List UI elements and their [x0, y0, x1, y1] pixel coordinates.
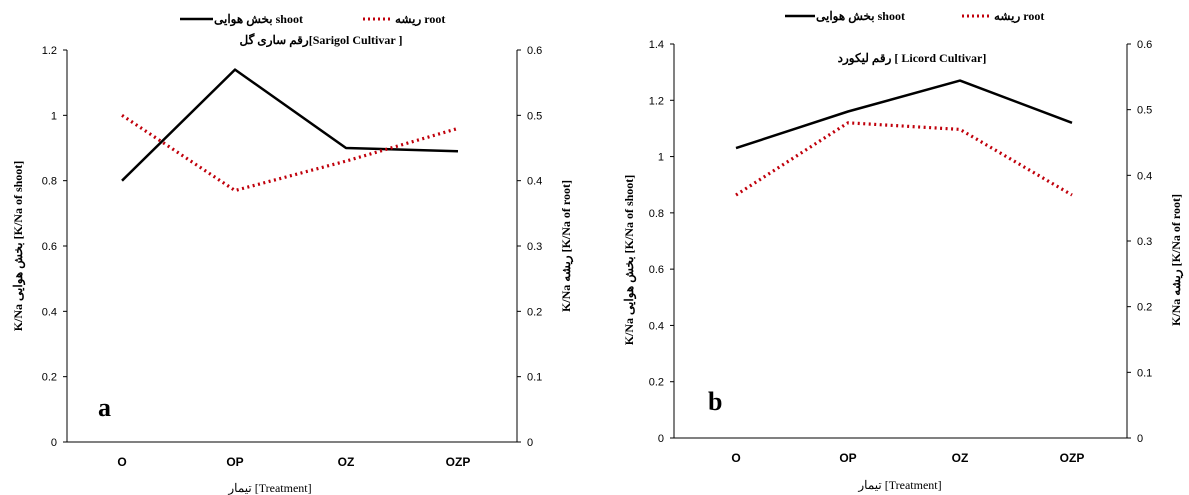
y-left-ticks: 0 0.2 0.4 0.6 0.8 1 1.2	[42, 45, 67, 449]
y-left-tick-label: 0.4	[649, 320, 664, 332]
y-left-tick-label: 1.4	[649, 39, 664, 51]
x-axis-label: تیمار [Treatment]	[857, 478, 941, 492]
x-tick-label: OZ	[338, 455, 355, 469]
y-left-tick-label: 0.6	[649, 264, 664, 276]
x-tick-label: OP	[839, 451, 856, 465]
y-left-tick-label: 1	[51, 110, 57, 122]
legend: بخش هوایی shoot ریشه root	[180, 12, 445, 27]
x-ticks: O OP OZ OZP	[731, 451, 1084, 465]
legend-label-root: ریشه root	[994, 9, 1044, 24]
y-right-tick-label: 0.5	[1137, 105, 1152, 117]
x-axis-label: تیمار [Treatment]	[227, 481, 311, 495]
series-lines	[735, 79, 1073, 197]
panel-label: b	[708, 387, 722, 416]
y-right-tick-label: 0.2	[1137, 302, 1152, 314]
legend-label-root: ریشه root	[395, 12, 445, 27]
x-ticks: O OP OZ OZP	[117, 455, 470, 469]
y-axis-left-label: K/Na بخش هوایی [K/Na of shoot]	[622, 175, 637, 346]
series-line-shoot	[735, 79, 1073, 150]
y-left-tick-label: 0.2	[649, 377, 664, 389]
series-lines	[121, 68, 459, 193]
y-right-tick-label: 0.6	[527, 45, 542, 57]
y-right-tick-label: 0.2	[527, 306, 542, 318]
y-left-tick-label: 1.2	[649, 95, 664, 107]
legend-label-shoot: بخش هوایی shoot	[816, 9, 905, 24]
y-right-tick-label: 0.3	[1137, 236, 1152, 248]
y-axis-right-label: K/Na ریشه [K/Na of root]	[559, 180, 574, 312]
y-right-tick-label: 0.4	[527, 176, 542, 188]
panel-label: a	[98, 393, 111, 422]
legend: بخش هوایی shoot ریشه root	[785, 9, 1044, 24]
x-tick-label: OP	[226, 455, 243, 469]
y-axis-left-label: K/Na بخش هوایی [K/Na of shoot]	[11, 161, 26, 332]
chart-panel-b: بخش هوایی shoot ریشه root رقم لیکورد [ L…	[622, 9, 1184, 492]
chart-panel-a: بخش هوایی shoot ریشه root رقم ساری گل[Sa…	[11, 12, 574, 495]
y-right-tick-label: 0.1	[1137, 367, 1152, 379]
y-right-tick-label: 0.6	[1137, 39, 1152, 51]
chart-title: رقم ساری گل[Sarigol Cultivar ]	[240, 32, 403, 48]
y-left-tick-label: 0.2	[42, 372, 57, 384]
y-left-ticks: 0 0.2 0.4 0.6 0.8 1 1.2 1.4	[649, 39, 674, 445]
y-right-tick-label: 0.3	[527, 241, 542, 253]
y-right-tick-label: 0	[527, 437, 533, 449]
series-line-shoot	[121, 68, 459, 182]
y-left-tick-label: 1.2	[42, 45, 57, 57]
x-tick-label: OZP	[1060, 451, 1085, 465]
y-left-tick-label: 1	[658, 152, 664, 164]
y-left-tick-label: 0.8	[42, 176, 57, 188]
y-axis-right-label: K/Na ریشه [K/Na of root]	[1169, 194, 1184, 326]
series-line-root	[735, 121, 1073, 197]
y-right-tick-label: 0.1	[527, 372, 542, 384]
y-left-tick-label: 0.8	[649, 208, 664, 220]
x-tick-label: O	[731, 451, 740, 465]
series-line-root	[121, 113, 459, 193]
y-right-tick-label: 0	[1137, 433, 1143, 445]
y-left-tick-label: 0	[51, 437, 57, 449]
x-tick-label: OZ	[952, 451, 969, 465]
x-tick-label: O	[117, 455, 126, 469]
y-right-ticks: 0 0.1 0.2 0.3 0.4 0.5 0.6	[517, 45, 542, 449]
y-left-tick-label: 0.6	[42, 241, 57, 253]
legend-label-shoot: بخش هوایی shoot	[214, 12, 303, 27]
y-right-ticks: 0 0.1 0.2 0.3 0.4 0.5 0.6	[1127, 39, 1152, 445]
y-left-tick-label: 0	[658, 433, 664, 445]
chart-title: رقم لیکورد [ Licord Cultivar]	[838, 51, 987, 66]
x-tick-label: OZP	[446, 455, 471, 469]
y-left-tick-label: 0.4	[42, 306, 57, 318]
y-right-tick-label: 0.4	[1137, 170, 1152, 182]
y-right-tick-label: 0.5	[527, 110, 542, 122]
